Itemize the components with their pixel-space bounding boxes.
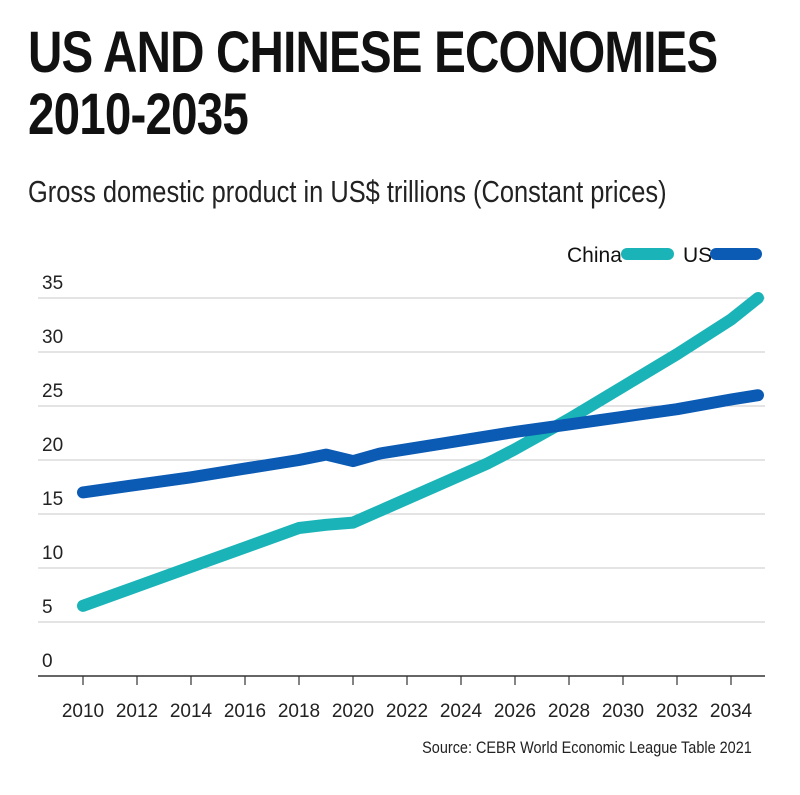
x-tick-label-2010: 2010 xyxy=(62,701,104,722)
y-tick-label-15: 15 xyxy=(42,489,63,510)
x-tick-label-2032: 2032 xyxy=(656,701,698,722)
chart-title: US AND CHINESE ECONOMIES 2010-2035 xyxy=(28,20,718,147)
legend-label-china: China xyxy=(567,244,622,267)
x-tick-label-2020: 2020 xyxy=(332,701,374,722)
x-axis-ticks: 2010 2012 2014 2016 2018 2020 2022 2024 2026 2028… xyxy=(62,676,753,722)
y-tick-label-0: 0 xyxy=(42,651,53,672)
chart-title-line-1: US AND CHINESE ECONOMIES xyxy=(28,20,718,85)
y-tick-label-10: 10 xyxy=(42,543,63,564)
y-tick-label-5: 5 xyxy=(42,597,53,618)
y-tick-label-30: 30 xyxy=(42,327,63,348)
x-tick-label-2024: 2024 xyxy=(440,701,483,722)
y-axis-ticks: 0 5 10 15 20 25 30 35 xyxy=(42,273,63,672)
y-tick-label-25: 25 xyxy=(42,381,63,402)
x-tick-label-2018: 2018 xyxy=(278,701,320,722)
series-lines xyxy=(77,292,764,612)
x-tick-label-2014: 2014 xyxy=(170,701,213,722)
x-tick-label-2026: 2026 xyxy=(494,701,536,722)
series-line-us xyxy=(77,389,764,499)
chart-subtitle: Gross domestic product in US$ trillions … xyxy=(28,174,667,209)
legend-label-us: US xyxy=(683,244,712,267)
x-tick-label-2028: 2028 xyxy=(548,701,590,722)
chart-title-line-2: 2010-2035 xyxy=(28,82,249,147)
x-tick-label-2016: 2016 xyxy=(224,701,266,722)
x-tick-label-2012: 2012 xyxy=(116,701,158,722)
x-tick-label-2034: 2034 xyxy=(710,701,753,722)
x-tick-label-2030: 2030 xyxy=(602,701,644,722)
gridlines xyxy=(38,297,765,677)
y-tick-label-20: 20 xyxy=(42,435,63,456)
y-tick-label-35: 35 xyxy=(42,273,63,294)
x-tick-label-2022: 2022 xyxy=(386,701,428,722)
series-line-china xyxy=(77,292,764,612)
legend: China US xyxy=(567,244,762,267)
source-note: Source: CEBR World Economic League Table… xyxy=(422,738,752,757)
